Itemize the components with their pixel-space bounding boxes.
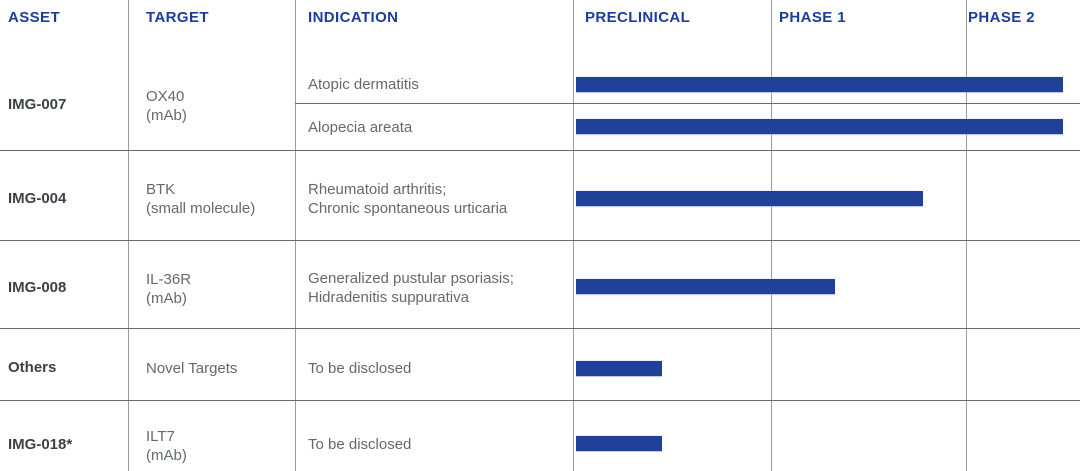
column-header-phase2: PHASE 2 [968,9,1035,26]
grid-vline-target-indication [295,0,296,471]
progress-bar-img-007-atopic-dermatitis [576,77,1063,92]
column-header-preclinical: PRECLINICAL [585,9,691,26]
column-header-target: TARGET [146,9,209,26]
progress-bar-img-008 [576,279,835,294]
row-divider-2 [0,240,1080,241]
asset-cell-img-008: IMG-008 [8,279,67,296]
progress-bar-others [576,361,662,376]
progress-bar-img-007-alopecia-areata [576,119,1063,134]
target-cell-img-007: OX40 (mAb) [146,88,187,124]
indication-cell-img-008: Generalized pustular psoriasis; Hidraden… [308,270,514,306]
row-divider-4 [0,400,1080,401]
target-cell-img-008: IL-36R (mAb) [146,271,192,307]
grid-vline-indication-preclinical [573,0,574,471]
indication-cell-img-004: Rheumatoid arthritis; Chronic spontaneou… [308,181,508,217]
asset-cell-img-004: IMG-004 [8,190,67,207]
indication-cell-others: To be disclosed [308,360,412,377]
target-cell-others: Novel Targets [146,360,238,377]
column-header-phase1: PHASE 1 [779,9,846,26]
progress-bar-img-004 [576,191,923,206]
indication-divider [295,103,1080,104]
column-header-indication: INDICATION [308,9,399,26]
asset-cell-others: Others [8,359,57,376]
asset-cell-img-018: IMG-018* [8,436,73,453]
row-divider-1 [0,150,1080,151]
grid-vline-asset-target [128,0,129,471]
column-header-asset: ASSET [8,9,61,26]
target-cell-img-004: BTK (small molecule) [146,181,256,217]
target-cell-img-018: ILT7 (mAb) [146,428,187,464]
indication-cell-img-018: To be disclosed [308,436,412,453]
row-divider-3 [0,328,1080,329]
indication-cell-atopic-dermatitis: Atopic dermatitis [308,76,419,93]
grid-vline-phase1-phase2 [966,0,967,471]
asset-cell-img-007: IMG-007 [8,96,67,113]
grid-vline-preclinical-phase1 [771,0,772,471]
indication-cell-alopecia-areata: Alopecia areata [308,119,413,136]
progress-bar-img-018 [576,436,662,451]
